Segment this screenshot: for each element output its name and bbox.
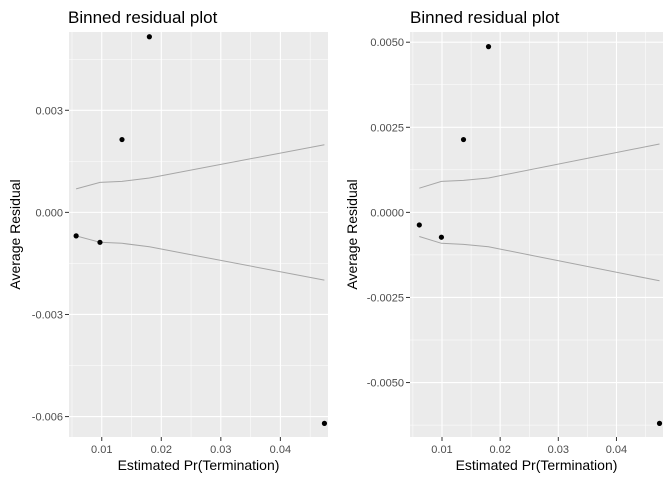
residual-point (656, 420, 663, 426)
y-tick-label: 0.0000 (370, 207, 404, 219)
chart-title: Binned residual plot (410, 8, 560, 27)
grid-lines (410, 32, 663, 437)
error-bounds (419, 143, 660, 282)
y-tick-label: -0.003 (32, 309, 63, 321)
residual-point (73, 233, 79, 239)
lower-bound-line (419, 236, 660, 282)
grid-lines (69, 32, 328, 437)
y-tick-label: 0.000 (35, 207, 63, 219)
chart-left: Binned residual plot 0.01 0.02 0.03 0.04 0.… (7, 8, 328, 473)
upper-bound-line (75, 144, 325, 190)
residual-point (97, 239, 103, 245)
upper-bound-line (419, 143, 660, 189)
x-tick-label: 0.03 (548, 444, 569, 456)
x-tick-label: 0.04 (270, 444, 291, 456)
y-tick-label: -0.0050 (367, 378, 404, 390)
residual-point (321, 420, 328, 426)
residual-point (119, 136, 125, 143)
x-tick-label: 0.04 (606, 444, 627, 456)
chart-right: Binned residual plot 0.01 0.02 0.03 0.04 0.… (344, 8, 663, 473)
y-axis-title: Average Residual (344, 179, 360, 289)
plot-panel (410, 32, 663, 437)
y-tick-label: 0.0025 (370, 122, 404, 134)
x-tick-label: 0.02 (151, 444, 172, 456)
plot-panel (69, 32, 328, 437)
x-tick-label: 0.01 (431, 444, 452, 456)
residual-point (460, 136, 467, 143)
y-tick-label: -0.006 (32, 412, 63, 424)
residual-points (73, 34, 328, 426)
chart-title: Binned residual plot (68, 8, 218, 27)
y-axis-title: Average Residual (7, 179, 23, 289)
y-tick-label: -0.0025 (367, 292, 404, 304)
x-tick-label: 0.02 (489, 444, 510, 456)
x-axis-ticks: 0.01 0.02 0.03 0.04 (91, 437, 291, 456)
y-tick-label: 0.003 (35, 105, 63, 117)
y-axis-ticks: 0.0050 0.0025 0.0000 -0.0025 -0.0050 (367, 37, 410, 390)
error-bounds (75, 144, 325, 281)
lower-bound-line (75, 235, 325, 281)
x-axis-ticks: 0.01 0.02 0.03 0.04 (431, 437, 627, 456)
residual-point (416, 222, 422, 228)
residual-points (416, 44, 663, 426)
x-axis-title: Estimated Pr(Termination) (456, 457, 618, 473)
y-axis-ticks: 0.003 0.000 -0.003 -0.006 (32, 105, 69, 424)
residual-point (438, 234, 445, 240)
x-tick-label: 0.01 (91, 444, 112, 456)
x-axis-title: Estimated Pr(Termination) (118, 457, 280, 473)
residual-point (146, 34, 152, 40)
x-tick-label: 0.03 (210, 444, 231, 456)
residual-point (485, 44, 492, 50)
y-tick-label: 0.0050 (370, 37, 404, 49)
